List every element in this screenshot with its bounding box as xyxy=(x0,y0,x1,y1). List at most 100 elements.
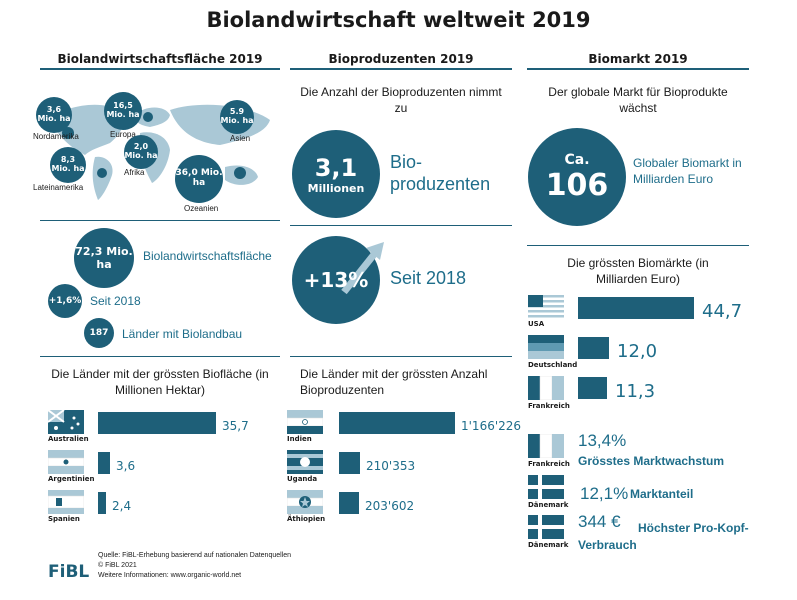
chart2-category-label: Äthiopien xyxy=(287,515,326,523)
france-flag-icon xyxy=(528,376,564,400)
chart1-category-label: Spanien xyxy=(48,515,80,523)
region-europa-label: Europa xyxy=(110,130,136,139)
fibl-logo: FiBL xyxy=(48,562,90,582)
region-nordamerika-value: 3,6 Mio. ha xyxy=(36,97,72,133)
col2-rule xyxy=(290,68,512,70)
chart3-value-label: 11,3 xyxy=(615,381,656,402)
producers-value: 3,1 xyxy=(314,153,358,182)
chart1-bar xyxy=(98,452,110,474)
region-lateinamerika-value: 8,3 Mio. ha xyxy=(50,147,86,183)
chart1-category-label: Argentinien xyxy=(48,475,95,483)
market-circle: Ca. 106 xyxy=(528,128,626,226)
ethiopia-flag-icon xyxy=(287,490,323,514)
producers-growth-value: +13% xyxy=(303,268,369,292)
producers-growth-label: Seit 2018 xyxy=(390,268,467,288)
fact-country-label: Dänemark xyxy=(528,541,569,549)
chart3-bar xyxy=(578,297,694,319)
region-ozeanien-value: 36,0 Mio. ha xyxy=(175,155,223,203)
denmark-flag-icon xyxy=(528,475,564,499)
region-afrika-label: Afrika xyxy=(124,168,145,177)
total-area-value: 72,3 Mio. ha xyxy=(74,228,134,288)
chart2-bar xyxy=(339,492,359,514)
chart1-value-label: 3,6 xyxy=(116,459,136,473)
chart1-value-label: 35,7 xyxy=(222,419,249,433)
chart3-bar xyxy=(578,337,609,359)
area-growth-label: Seit 2018 xyxy=(90,294,141,308)
chart3-value-label: 44,7 xyxy=(702,301,743,322)
fact-share-value: 12,1% xyxy=(580,484,629,503)
france-flag-icon xyxy=(528,434,564,458)
usa-flag-icon xyxy=(528,295,564,319)
countries-count-value: 187 xyxy=(84,318,114,348)
region-europa-value: 16,5 Mio. ha xyxy=(104,92,142,130)
fact-growth-value: 13,4% xyxy=(578,431,627,450)
footer-info: Weitere Informationen: www.organic-world… xyxy=(98,572,242,580)
chart1-bar xyxy=(98,412,216,434)
region-afrika-value: 2,0 Mio. ha xyxy=(124,135,158,169)
chart3-value-label: 12,0 xyxy=(617,341,658,362)
region-asien-label: Asien xyxy=(230,134,251,143)
col2-heading: Bioproduzenten 2019 xyxy=(328,52,474,66)
col2-mid-rule xyxy=(290,225,512,226)
fact-growth-label: Grösstes Marktwachstum xyxy=(578,454,725,468)
col1-chart-rule xyxy=(40,356,280,357)
footer-source: Quelle: FiBL-Erhebung basierend auf nati… xyxy=(98,552,292,559)
region-ozeanien-label: Ozeanien xyxy=(184,204,219,213)
fact-consumption-label: Höchster Pro-Kopf-Verbrauch xyxy=(578,521,749,552)
india-flag-icon xyxy=(287,410,323,434)
col1-mid-rule xyxy=(40,220,280,221)
market-prefix: Ca. xyxy=(564,151,590,168)
chart2-value-label: 1'166'226 xyxy=(461,419,522,433)
producers-subtitle: Die Anzahl der Bioproduzenten nimmt zu xyxy=(300,85,502,115)
market-value: 106 xyxy=(545,167,609,203)
fact-share-label: Marktanteil xyxy=(630,487,694,501)
col3-mid-rule xyxy=(527,245,749,246)
chart1-bar xyxy=(98,492,106,514)
col1-heading: Biolandwirtschaftsfläche 2019 xyxy=(57,52,263,66)
chart2-category-label: Uganda xyxy=(287,475,318,483)
producers-label: Bio-produzenten xyxy=(390,152,491,194)
chart1-value-label: 2,4 xyxy=(112,499,132,513)
region-lateinamerika-label: Lateinamerika xyxy=(33,183,84,192)
chart3-category-label: Frankreich xyxy=(528,402,570,410)
chart1-category-label: Australien xyxy=(48,435,89,443)
market-label: Globaler Biomarkt in Milliarden Euro xyxy=(633,156,742,186)
denmark-flag-icon xyxy=(528,515,564,539)
region-nordamerika-label: Nordamerika xyxy=(33,132,79,141)
area-chart-heading: Die Länder mit der grössten Biofläche (i… xyxy=(51,367,269,397)
chart3-category-label: USA xyxy=(528,320,545,328)
chart2-category-label: Indien xyxy=(287,435,312,443)
producers-unit: Millionen xyxy=(307,181,365,195)
producers-growth-circle: +13% xyxy=(292,236,380,324)
australia-flag-icon xyxy=(48,410,84,434)
page-title: Biolandwirtschaft weltweit 2019 xyxy=(206,8,591,32)
total-area-label: Biolandwirtschaftsfläche xyxy=(143,249,272,263)
producers-circle: 3,1 Millionen xyxy=(292,130,380,218)
market-chart-heading: Die grössten Biomärkte (in Milliarden Eu… xyxy=(567,256,709,286)
col3-rule xyxy=(527,68,749,70)
col2-chart-rule xyxy=(290,356,512,357)
fact-country-label: Frankreich xyxy=(528,460,570,468)
footer-text: Quelle: FiBL-Erhebung basierend auf nati… xyxy=(98,551,291,581)
market-subtitle: Der globale Markt für Bioprodukte wächst xyxy=(548,85,728,115)
fact-country-label: Dänemark xyxy=(528,501,569,509)
countries-count-label: Länder mit Biolandbau xyxy=(122,327,243,341)
growth-arrow-icon xyxy=(341,242,384,295)
chart2-value-label: 210'353 xyxy=(366,459,416,473)
col1-rule xyxy=(40,68,280,70)
argentina-flag-icon xyxy=(48,450,84,474)
fact-consumption-value: 344 € xyxy=(578,512,621,531)
chart3-bar xyxy=(578,377,607,399)
producers-chart-heading: Die Länder mit der grössten Anzahl Biopr… xyxy=(300,367,488,397)
uganda-flag-icon xyxy=(287,450,323,474)
chart2-bar xyxy=(339,452,360,474)
footer-copyright: © FiBL 2021 xyxy=(98,562,137,570)
germany-flag-icon xyxy=(528,335,564,359)
col3-heading: Biomarkt 2019 xyxy=(588,52,688,66)
region-asien-value: 5.9 Mio. ha xyxy=(220,100,254,134)
chart3-category-label: Deutschland xyxy=(528,361,578,369)
chart2-bar xyxy=(339,412,455,434)
spain-flag-icon xyxy=(48,490,84,514)
chart2-value-label: 203'602 xyxy=(365,499,415,513)
area-growth-value: +1,6% xyxy=(48,284,82,318)
